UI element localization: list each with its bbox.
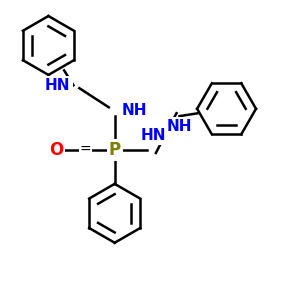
- Text: NH: NH: [167, 119, 192, 134]
- Text: P: P: [109, 141, 121, 159]
- Text: O: O: [49, 141, 63, 159]
- Text: NH: NH: [122, 103, 148, 118]
- Text: =: =: [80, 143, 91, 157]
- Text: HN: HN: [45, 78, 70, 93]
- Text: HN: HN: [140, 128, 166, 142]
